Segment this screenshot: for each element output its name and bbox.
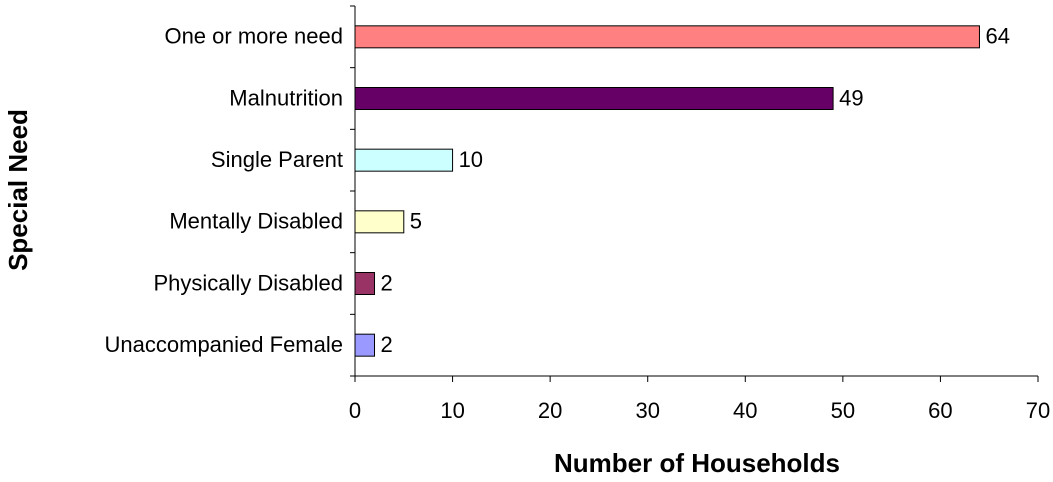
y-tick-label: Mentally Disabled	[169, 209, 343, 234]
y-tick-label: Unaccompanied Female	[105, 332, 343, 357]
x-tick-label: 50	[831, 398, 855, 423]
y-tick-label: Single Parent	[211, 147, 343, 172]
x-tick-label: 70	[1026, 398, 1050, 423]
data-label: 5	[410, 209, 422, 234]
data-label: 64	[985, 24, 1009, 49]
bar	[354, 272, 376, 295]
data-label: 10	[459, 147, 483, 172]
x-tick-label: 20	[538, 398, 562, 423]
bar	[354, 87, 834, 110]
data-label: 2	[381, 270, 393, 295]
bar	[354, 148, 454, 172]
x-axis-title: Number of Households	[554, 448, 840, 478]
bar	[354, 210, 405, 234]
x-tick-label: 0	[349, 398, 361, 423]
y-axis-title: Special Need	[3, 109, 33, 271]
bar	[354, 333, 376, 357]
y-tick-label: One or more need	[164, 24, 343, 49]
data-label: 49	[839, 85, 863, 110]
x-tick-label: 30	[635, 398, 659, 423]
x-tick-label: 60	[928, 398, 952, 423]
bar	[354, 25, 980, 49]
y-tick-label: Malnutrition	[229, 85, 343, 110]
x-tick-label: 10	[440, 398, 464, 423]
data-label: 2	[381, 332, 393, 357]
x-tick-label: 40	[733, 398, 757, 423]
y-tick-label: Physically Disabled	[153, 270, 343, 295]
